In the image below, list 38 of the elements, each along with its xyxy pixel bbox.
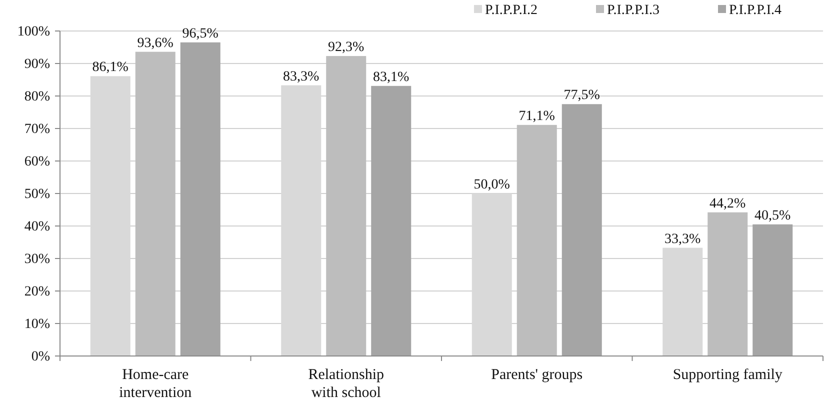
legend-label: P.I.P.P.I.2 bbox=[485, 3, 538, 18]
y-tick-label: 60% bbox=[24, 154, 50, 170]
y-tick-label: 30% bbox=[24, 252, 50, 267]
data-label: 71,1% bbox=[518, 108, 556, 124]
data-label: 33,3% bbox=[664, 232, 702, 247]
data-label: 40,5% bbox=[754, 208, 792, 224]
x-tick-label: Supporting family bbox=[672, 367, 783, 383]
bar bbox=[752, 224, 793, 356]
data-label: 92,3% bbox=[328, 40, 365, 56]
bar bbox=[708, 212, 748, 356]
y-tick-label: 20% bbox=[24, 284, 50, 300]
data-label: 83,1% bbox=[373, 70, 410, 85]
bar bbox=[371, 86, 412, 356]
bar bbox=[326, 56, 366, 356]
data-label: 86,1% bbox=[92, 60, 129, 76]
y-tick-label: 40% bbox=[24, 219, 50, 234]
data-label: 83,3% bbox=[283, 69, 320, 84]
bar bbox=[180, 42, 220, 356]
bar bbox=[562, 104, 602, 356]
y-tick-label: 90% bbox=[24, 56, 50, 72]
legend-label: P.I.P.P.I.4 bbox=[729, 3, 782, 18]
y-tick-label: 50% bbox=[24, 186, 50, 202]
y-tick-label: 0% bbox=[31, 349, 50, 364]
data-label: 93,6% bbox=[137, 36, 174, 51]
y-tick-label: 80% bbox=[24, 89, 50, 104]
bar bbox=[516, 124, 557, 356]
legend-label: P.I.P.P.I.3 bbox=[607, 3, 660, 18]
data-label: 44,2% bbox=[710, 196, 746, 212]
data-label: 77,5% bbox=[564, 88, 600, 104]
y-tick-label: 10% bbox=[24, 316, 50, 332]
x-tick-label: Home-care intervention bbox=[119, 367, 192, 401]
data-label: 96,5% bbox=[182, 26, 219, 42]
data-label: 50,0% bbox=[474, 178, 510, 192]
x-tick-label: Relationship with school bbox=[308, 367, 384, 401]
x-tick-label: Parents' groups bbox=[491, 367, 583, 383]
bar bbox=[135, 52, 176, 356]
y-tick-label: 100% bbox=[17, 24, 50, 40]
y-tick-label: 70% bbox=[24, 122, 50, 137]
